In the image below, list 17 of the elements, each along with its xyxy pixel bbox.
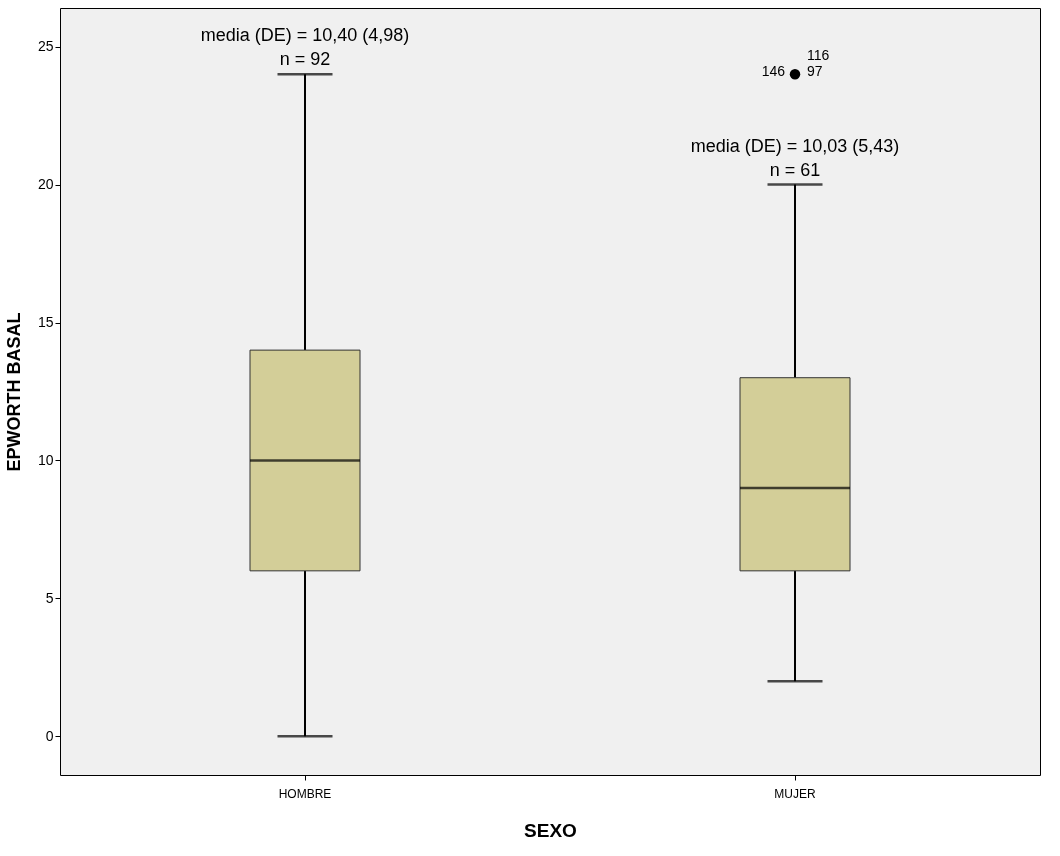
x-tick-label: HOMBRE [278, 786, 332, 801]
annotation: media (DE) = 10,03 (5,43) [690, 135, 900, 156]
annotation: media (DE) = 10,40 (4,98) [200, 25, 410, 46]
y-axis-title: EPWORTH BASAL [3, 312, 24, 472]
annotation: 116 [807, 47, 830, 64]
x-axis-title: SEXO [524, 819, 577, 841]
y-tick-label: 25 [37, 38, 54, 55]
annotation: 97 [807, 63, 823, 80]
y-tick-label: 15 [37, 314, 54, 331]
annotation: n = 61 [769, 159, 821, 180]
x-tick-label: MUJER [774, 786, 816, 801]
annotation: n = 92 [279, 49, 331, 70]
y-tick-label: 10 [37, 451, 54, 468]
y-tick-label: 5 [45, 589, 54, 606]
y-tick-label: 20 [37, 176, 54, 193]
y-tick-label: 0 [45, 727, 54, 744]
annotation: 146 [761, 63, 786, 80]
